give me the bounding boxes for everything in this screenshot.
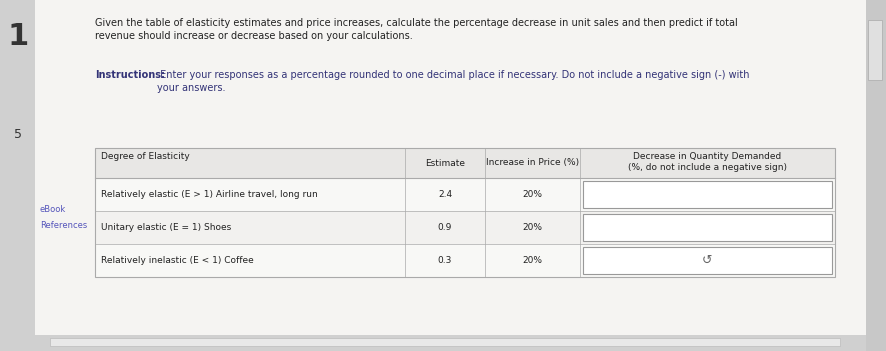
Text: References: References — [40, 220, 87, 230]
Text: Increase in Price (%): Increase in Price (%) — [486, 159, 579, 167]
Bar — [95, 244, 835, 277]
Text: 20%: 20% — [523, 256, 542, 265]
Text: Relatively elastic (E > 1) Airline travel, long run: Relatively elastic (E > 1) Airline trave… — [101, 190, 318, 199]
Bar — [868, 20, 882, 80]
Bar — [95, 178, 835, 211]
Bar — [95, 148, 835, 277]
Text: Decrease in Quantity Demanded
(%, do not include a negative sign): Decrease in Quantity Demanded (%, do not… — [628, 152, 787, 172]
Bar — [95, 211, 835, 244]
Text: 5: 5 — [14, 128, 22, 141]
Text: 0.3: 0.3 — [438, 256, 452, 265]
Bar — [866, 0, 886, 351]
Text: 1: 1 — [7, 22, 28, 51]
Bar — [583, 181, 832, 208]
Text: Relatively inelastic (E < 1) Coffee: Relatively inelastic (E < 1) Coffee — [101, 256, 253, 265]
Text: Unitary elastic (E = 1) Shoes: Unitary elastic (E = 1) Shoes — [101, 223, 231, 232]
Text: Instructions:: Instructions: — [95, 70, 165, 80]
Text: Estimate: Estimate — [425, 159, 465, 167]
Bar — [95, 148, 835, 178]
Text: 20%: 20% — [523, 190, 542, 199]
Text: ↺: ↺ — [703, 254, 712, 267]
Bar — [583, 214, 832, 241]
Text: eBook: eBook — [40, 205, 66, 214]
Bar — [50, 338, 840, 346]
Text: 2.4: 2.4 — [438, 190, 452, 199]
Text: Enter your responses as a percentage rounded to one decimal place if necessary. : Enter your responses as a percentage rou… — [157, 70, 750, 93]
Text: Degree of Elasticity: Degree of Elasticity — [101, 152, 190, 161]
Bar — [583, 247, 832, 274]
Bar — [35, 335, 866, 351]
Text: 0.9: 0.9 — [438, 223, 452, 232]
Text: Given the table of elasticity estimates and price increases, calculate the perce: Given the table of elasticity estimates … — [95, 18, 738, 41]
Bar — [0, 0, 35, 351]
Text: 20%: 20% — [523, 223, 542, 232]
